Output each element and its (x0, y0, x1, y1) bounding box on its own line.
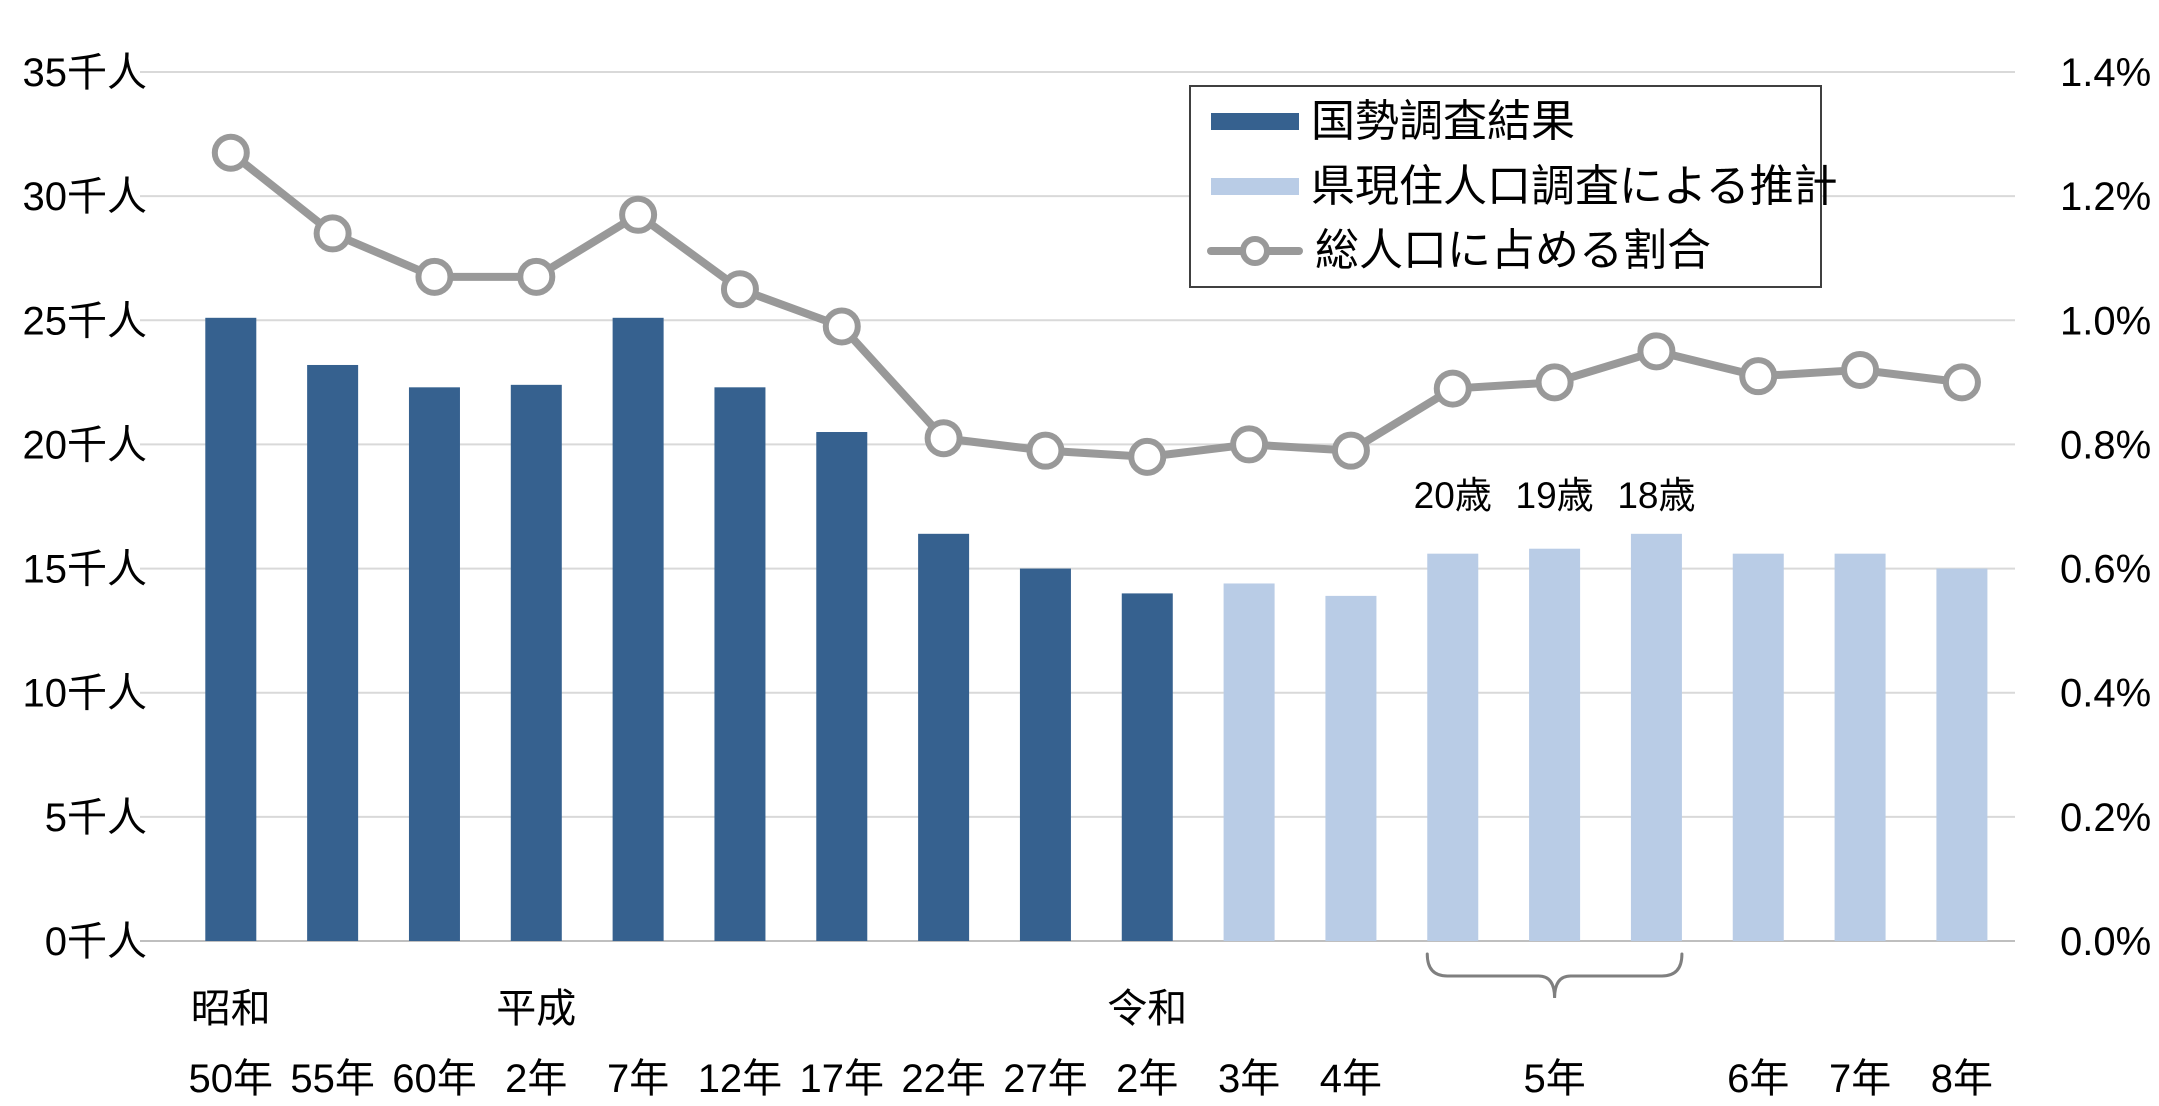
y-left-tick-label: 20千人 (23, 423, 148, 467)
legend-item-estimate: 県現住人口調査による推計 (1191, 155, 1838, 219)
x-year-label: 17年 (800, 1057, 885, 1101)
ratio-marker (1739, 357, 1778, 396)
y-left-tick-label: 10千人 (23, 672, 148, 716)
x-year-label: 2年 (1116, 1057, 1178, 1101)
estimate-bar (1529, 548, 1581, 941)
y-left-tick-label: 5千人 (45, 796, 147, 840)
ratio-marker (211, 133, 250, 172)
ratio-line-swatch-icon (1207, 236, 1303, 267)
ratio-marker (313, 214, 352, 253)
x-year-label: 50年 (189, 1057, 274, 1101)
ratio-marker (1230, 425, 1269, 464)
ratio-marker (1637, 332, 1676, 371)
estimate-bar (1223, 583, 1275, 941)
y-right-tick-label: 0.4% (2060, 672, 2151, 716)
estimate-bar (1630, 533, 1682, 941)
x-era-label: 昭和 (191, 987, 271, 1031)
ratio-marker (415, 257, 454, 296)
ratio-marker (1128, 437, 1167, 476)
estimate-bar (1732, 553, 1784, 941)
ratio-marker (1535, 363, 1574, 402)
x-era-label: 平成 (496, 987, 576, 1031)
x-year-label: 4年 (1320, 1057, 1382, 1101)
census-bar (205, 317, 257, 941)
census-bar (816, 432, 868, 941)
legend-item-census: 国勢調査結果 (1191, 90, 1820, 154)
ratio-marker (619, 195, 658, 234)
x-year-label: 22年 (901, 1057, 986, 1101)
x-year-label: 7年 (607, 1057, 669, 1101)
age-label: 20歳 (1414, 475, 1492, 516)
census-bar (510, 384, 562, 942)
age-label: 19歳 (1516, 475, 1594, 516)
age-label: 18歳 (1617, 475, 1695, 516)
ratio-marker (822, 307, 861, 346)
census-bar (612, 317, 664, 941)
ratio-marker (1841, 350, 1880, 389)
census-bar (714, 387, 766, 941)
y-left-tick-label: 35千人 (23, 51, 148, 95)
ratio-marker (924, 419, 963, 458)
y-right-tick-label: 1.2% (2060, 175, 2151, 219)
y-left-tick-label: 30千人 (23, 175, 148, 219)
estimate-bar (1427, 553, 1479, 941)
y-left-tick-label: 25千人 (23, 299, 148, 343)
estimate-bar (1325, 595, 1377, 941)
census-bar (1019, 568, 1071, 941)
ratio-marker (720, 270, 759, 309)
x-era-label: 令和 (1107, 987, 1187, 1031)
x-year-label: 8年 (1931, 1057, 1993, 1101)
y-right-tick-label: 1.0% (2060, 299, 2151, 343)
y-right-tick-label: 0.8% (2060, 423, 2151, 467)
ratio-marker (517, 257, 556, 296)
x-year-label: 55年 (290, 1057, 375, 1101)
x-year-label: 7年 (1829, 1057, 1891, 1101)
legend-label-census: 国勢調査結果 (1311, 96, 1575, 146)
census-swatch-icon (1211, 113, 1299, 131)
ratio-marker (1026, 431, 1065, 470)
ratio-marker (1331, 431, 1370, 470)
year5-bracket (1425, 952, 1684, 999)
x-year-label: 12年 (698, 1057, 783, 1101)
y-left-tick-label: 15千人 (23, 548, 148, 592)
y-right-tick-label: 0.0% (2060, 920, 2151, 964)
x-year-label: 6年 (1727, 1057, 1789, 1101)
y-left-tick-label: 0千人 (45, 920, 147, 964)
ratio-marker (1942, 363, 1981, 402)
census-bar (307, 364, 359, 941)
census-bar (918, 533, 970, 941)
legend: 国勢調査結果 県現住人口調査による推計 総人口に占める割合 (1189, 85, 1838, 288)
y-right-tick-label: 1.4% (2060, 51, 2151, 95)
census-bar (408, 387, 460, 941)
census-bar (1121, 593, 1173, 941)
x-year-label: 2年 (505, 1057, 567, 1101)
x-year-label: 5年 (1523, 1057, 1585, 1101)
ratio-marker (1433, 369, 1472, 408)
legend-label-ratio: 総人口に占める割合 (1315, 226, 1711, 276)
y-right-tick-label: 0.6% (2060, 548, 2151, 592)
x-year-label: 60年 (392, 1057, 477, 1101)
estimate-bar (1936, 568, 1988, 941)
legend-item-ratio: 総人口に占める割合 (1191, 219, 1820, 283)
x-year-label: 27年 (1003, 1057, 1088, 1101)
y-right-tick-label: 0.2% (2060, 796, 2151, 840)
estimate-bar (1834, 553, 1886, 941)
legend-label-estimate: 県現住人口調査による推計 (1311, 161, 1838, 211)
estimate-swatch-icon (1211, 178, 1299, 195)
x-year-label: 3年 (1218, 1057, 1280, 1101)
